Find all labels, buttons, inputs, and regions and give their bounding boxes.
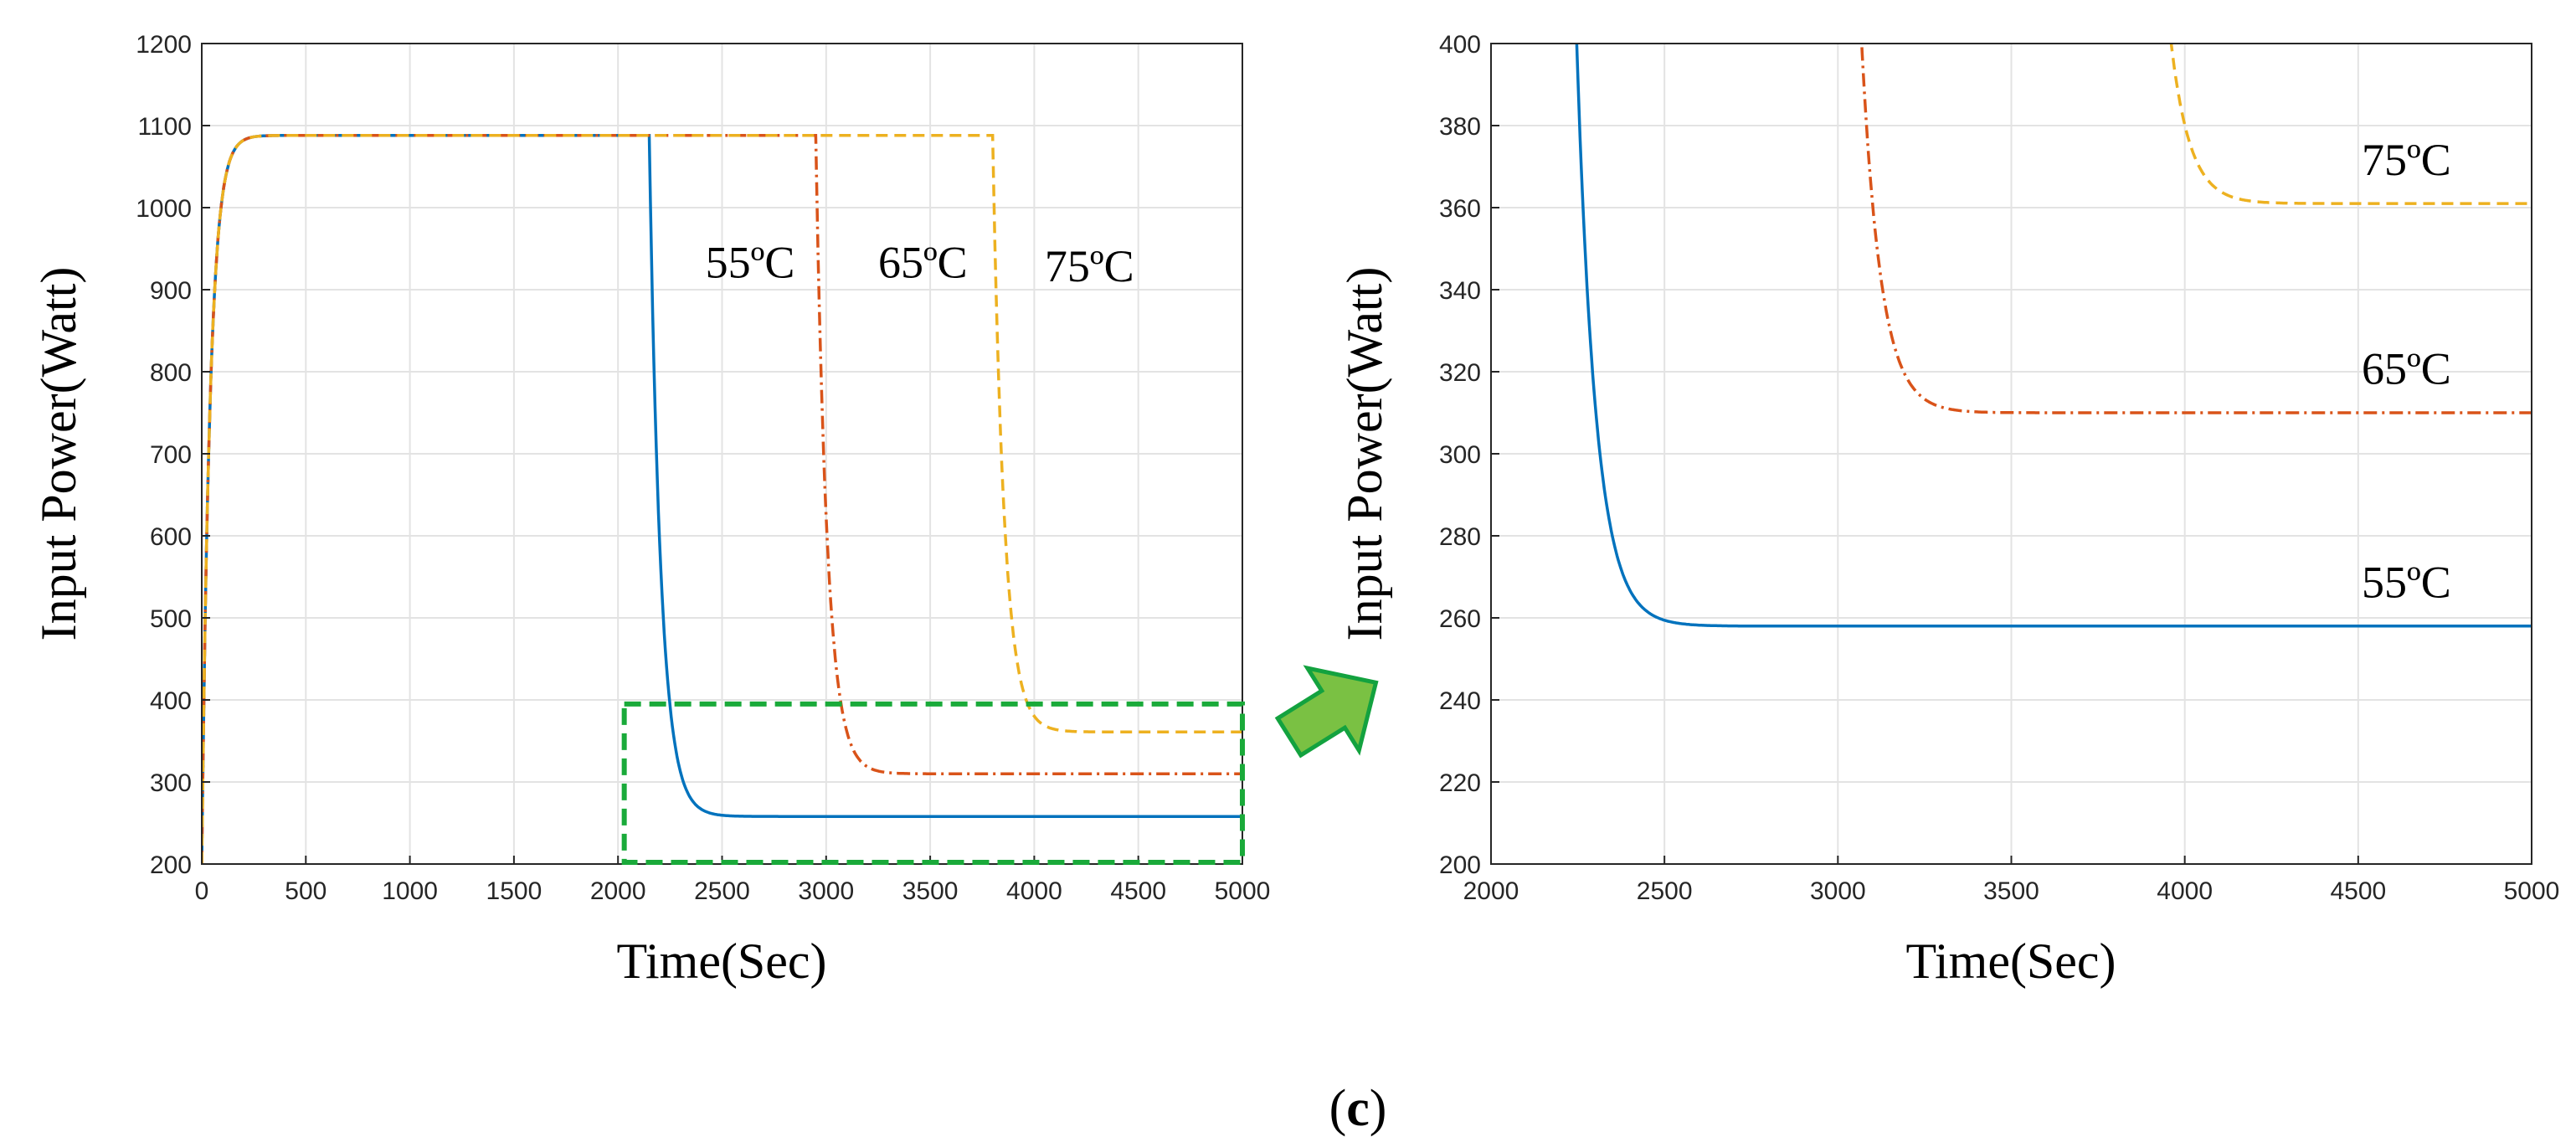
y-tick-label: 360	[1439, 195, 1481, 223]
x-tick-label: 2000	[1463, 877, 1519, 905]
y-tick-label: 1100	[137, 113, 192, 141]
series-line-55c	[1575, 44, 2532, 628]
x-tick-label: 500	[285, 877, 326, 905]
y-tick-label: 200	[150, 851, 192, 879]
x-axis-label: Time(Sec)	[1905, 934, 2116, 989]
x-tick-label: 3500	[902, 877, 959, 905]
x-tick-label: 5000	[2504, 877, 2560, 905]
y-tick-label: 320	[1439, 359, 1481, 387]
y-axis-label: Input Power(Watt)	[31, 267, 86, 641]
y-tick-label: 900	[150, 277, 192, 305]
y-tick-label: 400	[150, 687, 192, 715]
y-tick-label: 280	[1439, 523, 1481, 551]
y-tick-label: 1200	[136, 31, 192, 59]
chart-full-range: 0 500 1000 1500 2000 2500 3000 3500 4000 4500 5000…	[31, 31, 1270, 989]
y-tick-label: 220	[1439, 769, 1481, 797]
x-tick-label: 1000	[382, 877, 438, 905]
x-tick-label: 3000	[1810, 877, 1866, 905]
y-tick-label: 200	[1439, 851, 1481, 879]
arrow-shape	[1274, 665, 1379, 759]
series-line-75c	[2169, 44, 2532, 205]
y-tick-label: 260	[1439, 605, 1481, 633]
chart-zoomed: 2000 2500 3000 3500 4000 4500 5000 200 220 240 260…	[1337, 31, 2560, 989]
series-line-75c	[202, 134, 1242, 864]
series-label-55c: 55ºC	[2362, 558, 2451, 608]
x-tick-label: 2000	[590, 877, 646, 905]
x-tick-label: 5000	[1215, 877, 1271, 905]
figure-caption: (c)	[1329, 1080, 1387, 1137]
x-tick-label: 4000	[2157, 877, 2213, 905]
x-axis-label: Time(Sec)	[616, 934, 826, 989]
x-tick-label: 3000	[798, 877, 854, 905]
x-tick-label: 1500	[486, 877, 542, 905]
x-tick-label: 4000	[1006, 877, 1062, 905]
x-tick-label: 4500	[2330, 877, 2386, 905]
x-tick-label: 2500	[694, 877, 750, 905]
series-label-65c: 65ºC	[2362, 344, 2451, 394]
y-axis-label: Input Power(Watt)	[1337, 267, 1392, 641]
y-tick-label: 1000	[136, 195, 192, 223]
series-label-65c: 65ºC	[878, 237, 968, 287]
y-tick-label: 300	[1439, 441, 1481, 469]
y-tick-label: 700	[150, 441, 192, 469]
series-label-75c: 75ºC	[1045, 241, 1134, 291]
series-line-65c	[202, 134, 1242, 864]
y-tick-label: 380	[1439, 113, 1481, 141]
series-label-55c: 55ºC	[706, 237, 795, 287]
y-tick-label: 600	[150, 523, 192, 551]
series-line-65c	[1860, 44, 2532, 414]
y-tick-label: 400	[1439, 31, 1481, 59]
x-tick-label: 0	[195, 877, 209, 905]
y-tick-label: 240	[1439, 687, 1481, 715]
series-label-75c: 75ºC	[2362, 135, 2451, 185]
y-tick-label: 500	[150, 605, 192, 633]
y-tick-label: 300	[150, 769, 192, 797]
x-tick-label: 3500	[1983, 877, 2039, 905]
zoom-region-box	[621, 701, 1245, 866]
y-tick-label: 340	[1439, 277, 1481, 305]
x-tick-label: 2500	[1637, 877, 1693, 905]
y-tick-label: 800	[150, 359, 192, 387]
x-tick-label: 4500	[1110, 877, 1166, 905]
zoom-arrow-icon	[1274, 665, 1379, 759]
